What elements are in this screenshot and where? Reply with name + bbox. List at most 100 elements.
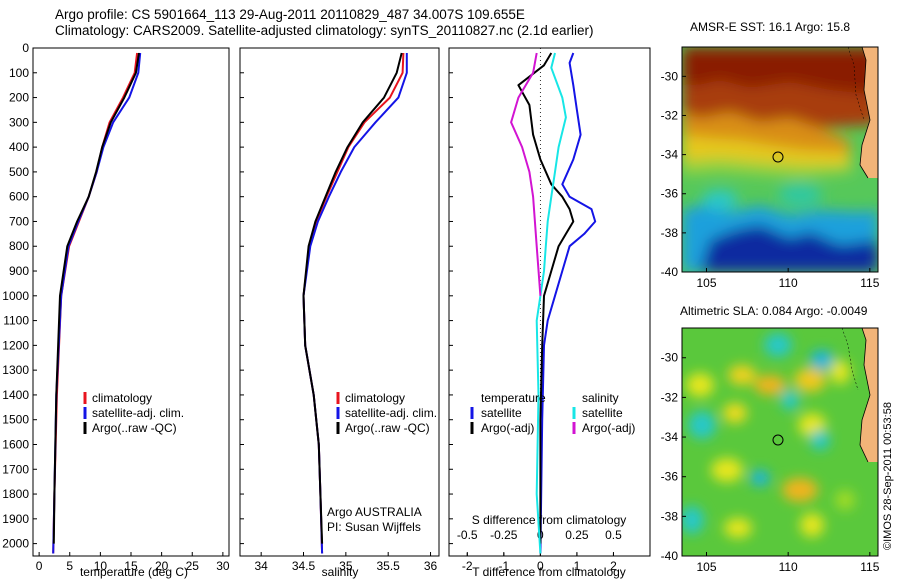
temperature-xlabel: temperature (deg C): [80, 565, 188, 579]
legend-label-temp-argo: Argo(-adj): [481, 421, 534, 435]
ytick-label: 1300: [2, 363, 29, 377]
difference-xlabel: T difference from climatology: [472, 565, 626, 579]
xtick-label: 34.5: [292, 559, 316, 573]
sst-map-axes: 105 110 115 -30 -32 -34 -36 -38 -40: [661, 69, 880, 290]
ytick-label: 1400: [2, 388, 29, 402]
series-line-salinity-argo-adj-: [510, 52, 542, 296]
map-ytick-label: -40: [661, 549, 679, 563]
map-ytick-label: -38: [661, 509, 679, 523]
legend-label-temp-satellite: satellite: [481, 406, 522, 420]
map-ytick-label: -34: [661, 148, 679, 162]
sst-map-title: AMSR-E SST: 16.1 Argo: 15.8: [690, 20, 850, 34]
series-line-argo-raw-qc-: [52, 52, 140, 544]
map-ytick-label: -36: [661, 470, 679, 484]
xtick-top-label: -0.25: [490, 528, 518, 542]
map-xtick-label: 115: [860, 560, 879, 574]
difference-axes: -2 -1 0 1 2-0.5 -0.25 0 0.25 0.5: [449, 47, 622, 573]
xtick-label: 36: [424, 559, 438, 573]
ytick-label: 100: [9, 66, 29, 80]
series-line-climatology: [302, 52, 405, 554]
series-line-temperature-argo-adj-: [517, 52, 575, 544]
ytick-label: 1700: [2, 462, 29, 476]
series-line-climatology: [52, 52, 139, 554]
legend-title-salinity: salinity: [582, 391, 619, 405]
sla-map-axes: 105 110 115 -30 -32 -34 -36 -38 -40: [661, 351, 880, 574]
ytick-label: 300: [9, 115, 29, 129]
series-line-satellite-adj-clim-: [52, 52, 142, 554]
map-ytick-label: -32: [661, 390, 679, 404]
ytick-label: 1200: [2, 338, 29, 352]
salinity-xlabel: salinity: [322, 565, 359, 579]
temperature-axes: 0100200300400500600700800900100011001200…: [2, 41, 230, 573]
series-line-salinity-satellite: [535, 52, 567, 554]
xtick-label: 0: [537, 559, 544, 573]
xtick-label: 0: [36, 559, 43, 573]
map-ytick-label: -40: [661, 265, 679, 279]
xtick-label: 15: [124, 559, 138, 573]
xtick-label: 20: [155, 559, 169, 573]
ytick-label: 1000: [2, 289, 29, 303]
legend-label-sal-argo: Argo(-adj): [582, 421, 635, 435]
xtick-label: -1: [498, 559, 509, 573]
ytick-label: 1800: [2, 487, 29, 501]
sst-argo-marker: [772, 151, 784, 163]
difference-xlabel-top: S difference from climatology: [472, 513, 627, 527]
xtick-label: 30: [216, 559, 230, 573]
sst-map: [682, 47, 878, 272]
xtick-label: 10: [94, 559, 108, 573]
xtick-label: 34: [254, 559, 268, 573]
legend-label-satellite: satellite-adj. clim.: [92, 406, 184, 420]
ytick-label: 2000: [2, 537, 29, 551]
xtick-label: 1: [574, 559, 581, 573]
sst-land: [860, 47, 878, 178]
map-ytick-label: -36: [661, 187, 679, 201]
ytick-label: 1100: [3, 314, 29, 328]
annotation-argo-australia: Argo AUSTRALIA: [327, 505, 422, 519]
xtick-top-label: 0.5: [605, 528, 622, 542]
header-line-2: Climatology: CARS2009. Satellite-adjuste…: [55, 23, 594, 38]
ytick-label: 0: [22, 41, 29, 55]
legend-label-climatology: climatology: [345, 391, 405, 405]
map-xtick-label: 105: [696, 560, 716, 574]
sla-argo-marker: [772, 434, 784, 446]
map-xtick-label: 115: [860, 276, 879, 290]
map-xtick-label: 110: [779, 560, 798, 574]
xtick-label: 5: [66, 559, 73, 573]
map-ytick-label: -30: [661, 351, 679, 365]
ytick-label: 1900: [2, 512, 29, 526]
series-line-temperature-satellite: [539, 52, 597, 554]
ytick-label: 1500: [2, 413, 29, 427]
ytick-label: 1600: [2, 437, 29, 451]
annotation-pi: PI: Susan Wijffels: [327, 520, 421, 534]
legend-label-argo: Argo(..raw -QC): [92, 421, 177, 435]
difference-panel-frame: [448, 47, 651, 557]
ytick-label: 200: [9, 91, 29, 105]
ytick-label: 500: [9, 165, 29, 179]
xtick-label: 35: [339, 559, 353, 573]
legend-label-sal-satellite: satellite: [582, 406, 623, 420]
legend-label-argo: Argo(..raw -QC): [345, 421, 430, 435]
xtick-label: 25: [186, 559, 200, 573]
salinity-axes: 34 34.5 35 35.5 36: [240, 47, 438, 573]
salinity-legend: climatology satellite-adj. clim. Argo(..…: [327, 391, 437, 534]
xtick-label: 2: [610, 559, 617, 573]
temperature-legend: climatology satellite-adj. clim. Argo(..…: [83, 391, 184, 435]
sla-map: [682, 328, 878, 556]
temperature-panel-frame: [32, 47, 230, 557]
map-ytick-label: -32: [661, 108, 679, 122]
header-line-1: Argo profile: CS 5901664_113 29-Aug-2011…: [55, 7, 525, 22]
ytick-label: 400: [9, 140, 29, 154]
xtick-top-label: -0.5: [457, 528, 478, 542]
legend-label-satellite: satellite-adj. clim.: [345, 406, 437, 420]
legend-label-climatology: climatology: [92, 391, 152, 405]
xtick-label: 35.5: [377, 559, 401, 573]
imos-credit: ©IMOS 28-Sep-2011 00:53:58: [882, 402, 894, 550]
ytick-label: 900: [9, 264, 29, 278]
sla-map-title: Altimetric SLA: 0.084 Argo: -0.0049: [680, 304, 868, 318]
series-line-argo-raw-qc-: [302, 52, 403, 544]
ytick-label: 800: [9, 239, 29, 253]
ytick-label: 600: [9, 190, 29, 204]
map-ytick-label: -30: [661, 69, 679, 83]
legend-title-temperature: temperature: [481, 391, 546, 405]
